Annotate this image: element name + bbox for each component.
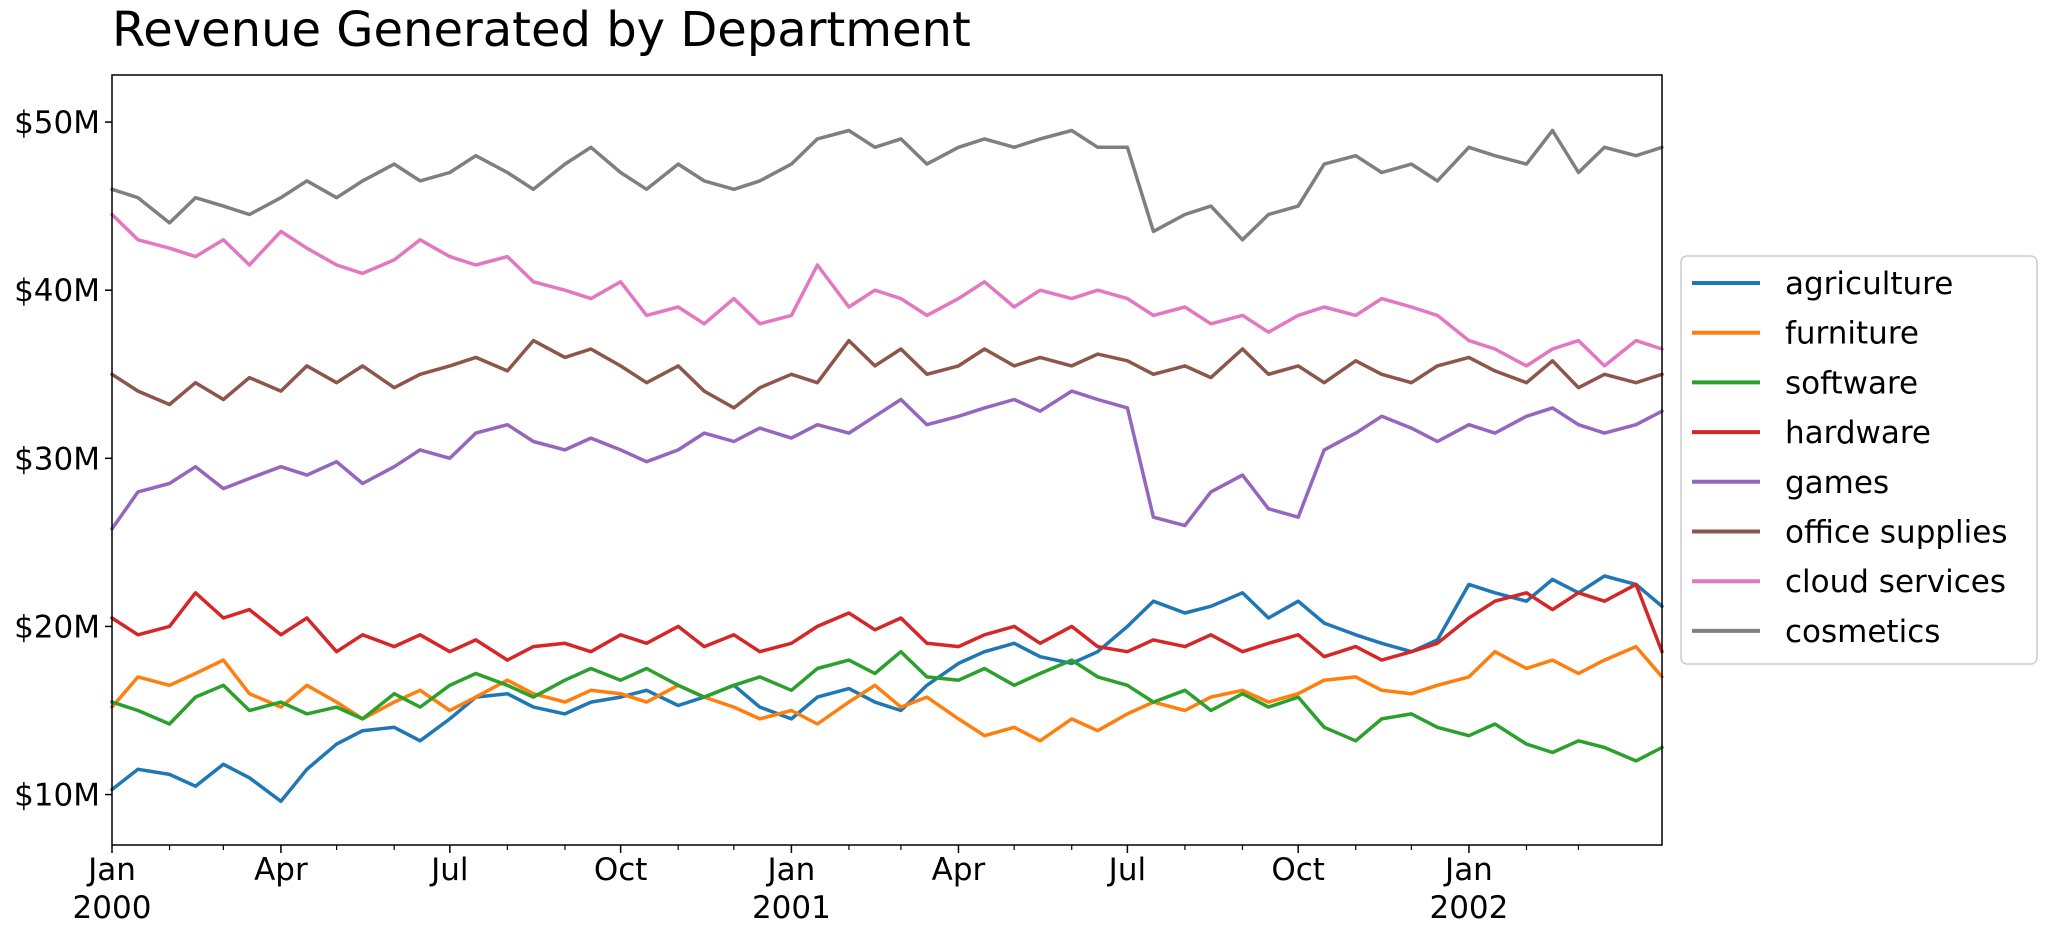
series-line-cloud-services [110,212,1664,368]
x-tick-label: Jul [1107,852,1146,888]
chart-title: Revenue Generated by Department [112,2,971,58]
legend-label: hardware [1785,415,1931,451]
legend-label: furniture [1785,316,1919,352]
plot-frame [111,74,1663,846]
x-tick-label: Apr [932,852,986,888]
y-axis: $10M $20M $30M $40M $50M [14,105,112,814]
x-tick-label: Jan [766,852,816,888]
x-tick-year-label: 2000 [73,890,152,926]
x-tick-label: Jul [429,852,468,888]
series-line-agriculture [110,574,1664,804]
series-line-games [110,389,1664,531]
x-tick-label: Oct [594,852,648,888]
x-tick-label: Jan [86,852,136,888]
x-tick-year-label: 2001 [752,890,831,926]
legend-label: software [1785,365,1918,401]
legend-label: agriculture [1785,266,1953,302]
y-tick-label: $20M [14,609,100,645]
legend-label: cloud services [1785,564,2006,600]
series-line-cosmetics [110,128,1664,242]
legend: agriculture furniture software hardware game… [1680,255,2038,665]
x-tick-label: Apr [254,852,308,888]
legend-label: games [1785,465,1889,501]
x-tick-year-label: 2002 [1429,890,1508,926]
y-tick-label: $30M [14,441,100,477]
legend-label: office supplies [1785,515,2008,551]
x-tick-label: Jan [1443,852,1493,888]
y-tick-label: $40M [14,273,100,309]
legend-box [1680,255,2038,665]
series-line-office-supplies [110,338,1664,410]
series-line-hardware [110,582,1664,662]
x-tick-label: Oct [1271,852,1325,888]
series-line-software [110,649,1664,763]
legend-label: cosmetics [1785,614,1940,650]
plot-lines [110,128,1664,804]
y-tick-label: $10M [14,778,100,814]
y-tick-label: $50M [14,105,100,141]
